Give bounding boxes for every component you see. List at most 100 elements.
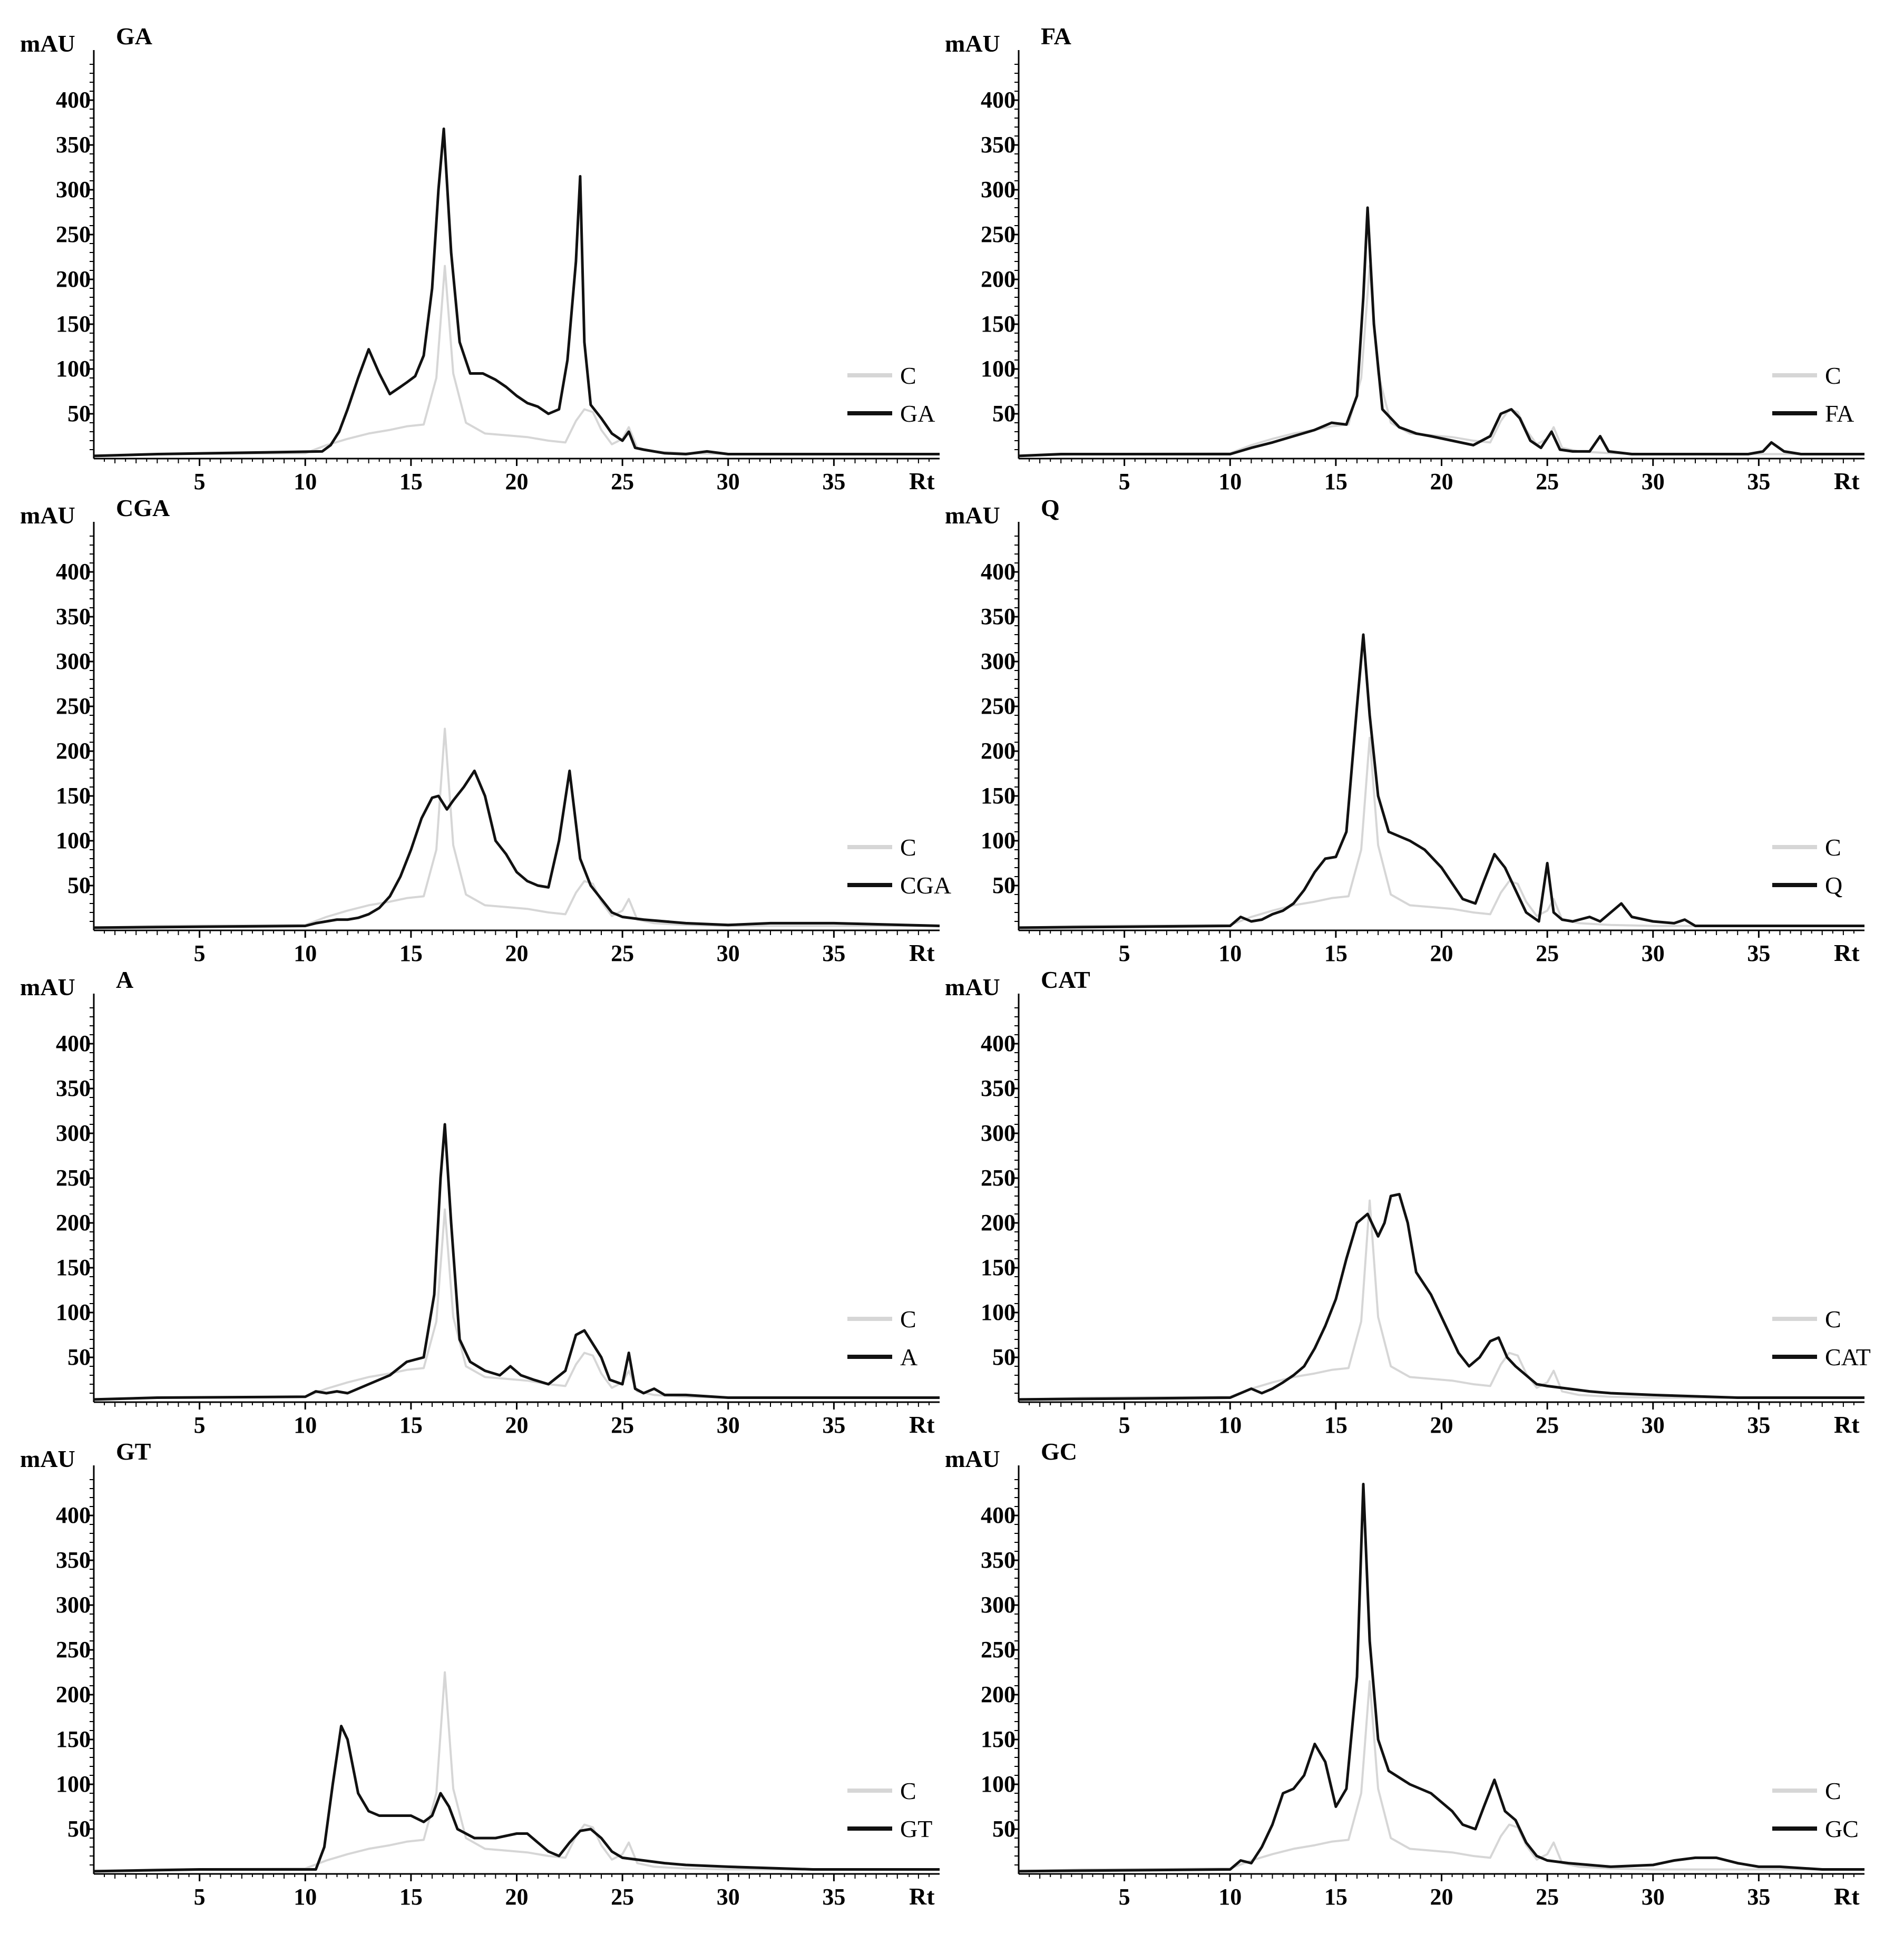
y-tick-label: 100: [981, 356, 1016, 382]
x-tick-label: 25: [1536, 469, 1559, 494]
x-tick-label: 5: [1119, 1884, 1130, 1910]
series-line-c: [1018, 1199, 1864, 1401]
x-tick-label: 10: [294, 1884, 317, 1910]
x-axis-label: Rt: [1834, 939, 1860, 966]
chart-title: FA: [1041, 23, 1071, 50]
y-tick-label: 50: [992, 872, 1016, 898]
y-tick-label: 400: [56, 1502, 91, 1528]
y-tick-label: 200: [981, 1682, 1016, 1707]
y-axis-label: mAU: [945, 974, 1000, 1000]
x-tick-label: 20: [505, 940, 529, 966]
chart-title: CAT: [1041, 966, 1090, 993]
series-line-c: [1018, 265, 1864, 457]
x-tick-label: 30: [1642, 1884, 1665, 1910]
x-tick-label: 35: [1747, 469, 1770, 494]
y-tick-label: 50: [992, 401, 1016, 426]
x-tick-label: 25: [1536, 940, 1559, 966]
y-tick-label: 400: [56, 1031, 91, 1056]
y-tick-label: 150: [56, 311, 91, 337]
y-tick-label: 100: [56, 356, 91, 382]
y-tick-label: 150: [56, 1726, 91, 1752]
y-tick-label: 150: [981, 783, 1016, 809]
legend-label-gc: GC: [1825, 1815, 1859, 1842]
y-tick-label: 150: [981, 1255, 1016, 1280]
y-tick-label: 400: [981, 1502, 1016, 1528]
x-tick-label: 15: [1324, 1884, 1348, 1910]
y-tick-label: 100: [56, 1771, 91, 1797]
series-line-cga: [93, 769, 940, 929]
y-tick-label: 350: [56, 132, 91, 158]
x-tick-label: 30: [717, 940, 740, 966]
y-tick-label: 100: [981, 1299, 1016, 1325]
legend-label-c: C: [900, 362, 916, 389]
chart-panel-cga: 50 100 150 200 250 300 350 400 5 10 15 20 25 30 35 mAU R…: [20, 494, 951, 966]
y-axis-label: mAU: [945, 502, 1000, 529]
x-tick-label: 35: [822, 940, 845, 966]
x-tick-label: 10: [1218, 940, 1242, 966]
x-tick-label: 10: [294, 940, 317, 966]
y-tick-label: 300: [56, 1592, 91, 1618]
y-tick-label: 300: [981, 648, 1016, 674]
y-axis-label: mAU: [20, 502, 75, 529]
y-tick-label: 200: [56, 266, 91, 292]
x-axis-label: Rt: [909, 939, 935, 966]
chart-title: GT: [116, 1438, 151, 1465]
y-tick-label: 50: [67, 1344, 91, 1370]
y-tick-label: 150: [56, 1255, 91, 1280]
x-tick-label: 20: [505, 469, 529, 494]
y-axis-label: mAU: [945, 30, 1000, 57]
y-axis-label: mAU: [20, 1445, 75, 1472]
y-axis-label: mAU: [945, 1445, 1000, 1472]
chart-panel-ga: 50 100 150 200 250 300 350 400 5 10 15 20 25 30 35 mAU R…: [20, 23, 940, 494]
x-tick-label: 5: [1119, 940, 1130, 966]
y-tick-label: 300: [981, 1592, 1016, 1618]
x-tick-label: 25: [1536, 1412, 1559, 1438]
series-line-c: [93, 1208, 940, 1401]
y-tick-label: 200: [56, 738, 91, 764]
y-tick-label: 300: [56, 1120, 91, 1146]
y-tick-label: 150: [981, 1726, 1016, 1752]
x-tick-label: 5: [1119, 469, 1130, 494]
y-tick-label: 100: [981, 828, 1016, 853]
y-tick-label: 100: [56, 828, 91, 853]
series-line-ga: [93, 127, 940, 458]
chart-panel-gt: 50 100 150 200 250 300 350 400 5 10 15 20 25 30 35 mAU R…: [20, 1438, 940, 1910]
x-tick-label: 10: [1218, 1884, 1242, 1910]
x-tick-label: 5: [194, 1884, 206, 1910]
y-tick-label: 150: [981, 311, 1016, 337]
x-tick-label: 30: [717, 1412, 740, 1438]
y-axis-label: mAU: [20, 30, 75, 57]
x-tick-label: 20: [1430, 1884, 1453, 1910]
x-tick-label: 15: [1324, 469, 1348, 494]
x-tick-label: 25: [611, 1412, 634, 1438]
chart-title: Q: [1041, 494, 1060, 521]
x-tick-label: 10: [294, 469, 317, 494]
x-tick-label: 25: [1536, 1884, 1559, 1910]
y-tick-label: 400: [981, 1031, 1016, 1056]
legend-label-gt: GT: [900, 1815, 932, 1842]
y-tick-label: 50: [67, 1816, 91, 1842]
x-tick-label: 10: [1218, 1412, 1242, 1438]
y-tick-label: 250: [56, 1165, 91, 1191]
x-tick-label: 5: [194, 940, 206, 966]
x-axis-label: Rt: [909, 1883, 935, 1910]
y-tick-label: 250: [981, 1165, 1016, 1191]
x-tick-label: 30: [1642, 469, 1665, 494]
chart-title: GC: [1041, 1438, 1077, 1465]
chart-panel-gc: 50 100 150 200 250 300 350 400 5 10 15 20 25 30 35 mAU R…: [945, 1438, 1864, 1910]
chart-panel-q: 50 100 150 200 250 300 350 400 5 10 15 20 25 30 35 mAU R…: [945, 494, 1864, 966]
legend-label-c: C: [900, 1777, 916, 1804]
x-tick-label: 25: [611, 1884, 634, 1910]
y-tick-label: 200: [981, 266, 1016, 292]
y-tick-label: 350: [981, 132, 1016, 158]
chart-panel-a: 50 100 150 200 250 300 350 400 5 10 15 20 25 30 35 mAU R…: [20, 966, 940, 1438]
legend-label-c: C: [900, 1306, 916, 1333]
x-axis-label: Rt: [1834, 1883, 1860, 1910]
x-tick-label: 30: [1642, 940, 1665, 966]
legend-label-c: C: [1825, 362, 1841, 389]
y-tick-label: 400: [56, 559, 91, 585]
y-tick-label: 200: [56, 1682, 91, 1707]
series-line-q: [1018, 633, 1864, 929]
x-tick-label: 5: [1119, 1412, 1130, 1438]
